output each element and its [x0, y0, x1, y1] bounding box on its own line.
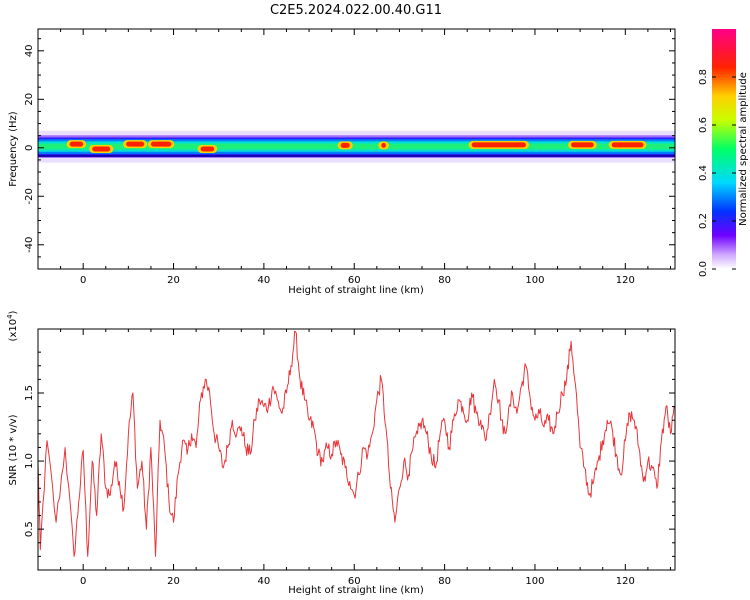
snr-x-tick-label: 20: [167, 576, 180, 587]
snr-x-tick-label: 40: [258, 576, 271, 587]
spectrogram-x-tick-label: 100: [525, 275, 544, 286]
spectrogram-y-tick-label: 0: [24, 145, 35, 151]
spectrogram-x-label: Height of straight line (km): [288, 285, 424, 296]
spectrogram-frame: [37, 28, 676, 270]
spectrogram-y-tick-label: -20: [24, 188, 35, 204]
snr-x-ticks: 0 20 40 60 80 100 120: [37, 329, 671, 587]
spectrogram-x-ticks: 0 20 40 60 80 100 120: [37, 29, 671, 286]
spectrogram-y-tick-label: 40: [24, 44, 35, 57]
colorbar-label: Normalized spectral amplitude: [738, 72, 749, 226]
colorbar-tick-label: 0.4: [698, 165, 709, 181]
band-hot-core: [200, 146, 215, 152]
colorbar-ticks: 0.0 0.2 0.4 0.6 0.8: [698, 69, 736, 277]
band-hot-core: [126, 141, 145, 147]
snr-x-tick-label: 80: [438, 576, 451, 587]
snr-y-tick-label: 0.5: [24, 521, 35, 537]
colorbar-tick-label: 0.6: [698, 117, 709, 133]
snr-y-tick-label: 1.5: [24, 385, 35, 401]
snr-y-ticks: 0.5 1.0 1.5: [24, 351, 675, 557]
spectrogram-x-tick-label: 20: [167, 275, 180, 286]
snr-scale-prefix: (x10: [8, 319, 19, 342]
spectrogram-y-ticks: -40 -20 0 20 40: [24, 38, 675, 258]
snr-scale-label: (x104): [6, 310, 19, 341]
colorbar: 0.0 0.2 0.4 0.6 0.8 Normalized spectral ampl…: [698, 29, 749, 277]
snr-scale-suffix: ): [8, 310, 19, 314]
spectrogram-y-tick-label: -40: [24, 237, 35, 253]
snr-panel: 0 20 40 60 80 100 120 0.5 1.0 1.5 Height of stra…: [6, 310, 676, 596]
band-hot-core: [69, 141, 84, 147]
snr-y-label: SNR (10 * v/v): [8, 414, 19, 485]
snr-x-label: Height of straight line (km): [288, 585, 424, 596]
band-hot-core: [150, 141, 172, 147]
snr-x-tick-label: 100: [525, 576, 544, 587]
snr-series-line: [38, 330, 675, 557]
spectrogram-x-tick-label: 80: [438, 275, 451, 286]
colorbar-tick-label: 0.2: [698, 213, 709, 229]
band-hot-core: [381, 142, 386, 148]
spectrogram-x-tick-label: 120: [616, 275, 635, 286]
band-hot-core: [611, 142, 644, 148]
band-hot-core: [571, 142, 594, 148]
band-hot-core: [92, 146, 111, 152]
colorbar-gradient: [712, 29, 736, 269]
colorbar-tick-label: 0.0: [698, 261, 709, 277]
snr-x-tick-label: 120: [616, 576, 635, 587]
spectrogram-x-tick-label: 60: [348, 275, 361, 286]
band-edge: [38, 154, 675, 157]
colorbar-tick-label: 0.8: [698, 69, 709, 85]
snr-scale-exponent: 4: [6, 314, 14, 319]
spectrogram-x-tick-label: 40: [258, 275, 271, 286]
spectrogram-y-label: Frequency (Hz): [8, 111, 19, 187]
snr-y-tick-label: 1.0: [24, 453, 35, 469]
spectrogram-y-tick-label: 20: [24, 93, 35, 106]
snr-x-tick-label: 60: [348, 576, 361, 587]
snr-x-tick-label: 0: [80, 576, 86, 587]
spectrogram-x-tick-label: 0: [80, 275, 86, 286]
snr-frame: [37, 328, 676, 571]
figure-title: C2E5.2024.022.00.40.G11: [270, 3, 442, 18]
heatmap-band: [38, 130, 675, 163]
band-hot-core: [471, 142, 526, 148]
spectrogram-panel: 0 20 40 60 80 100 120 -40 -20 0 20 40 Height of st…: [8, 28, 676, 296]
band-hot-core: [340, 142, 350, 148]
